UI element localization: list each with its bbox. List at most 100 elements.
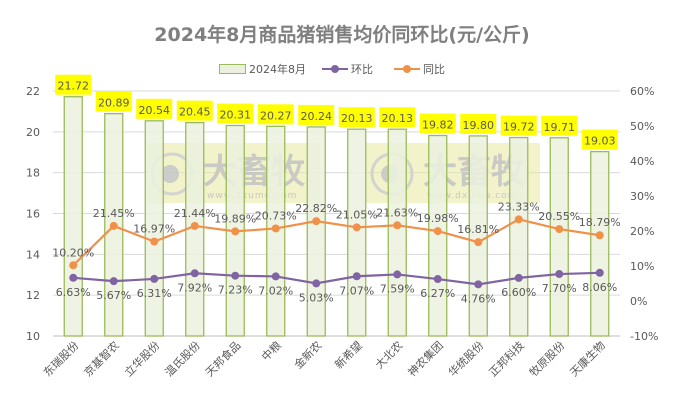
left-axis-tick: 10	[26, 330, 40, 343]
bar-label-bg	[379, 107, 416, 128]
left-axis-tick: 20	[26, 126, 40, 139]
mom-point	[474, 280, 483, 289]
yoy-value-label: 10.20%	[52, 246, 94, 259]
bar-value-label: 20.89	[98, 97, 130, 110]
yoy-value-label: 20.55%	[538, 210, 580, 223]
bar-label-bg	[95, 91, 132, 112]
bar	[63, 96, 83, 337]
right-axis-tick: 60%	[630, 85, 654, 98]
mom-point	[109, 277, 118, 286]
bar-label-bg	[460, 113, 497, 134]
category-label: 天康生物	[567, 338, 608, 379]
mom-value-label: 7.02%	[258, 284, 293, 297]
yoy-value-label: 19.98%	[417, 212, 459, 225]
category-label: 华统股份	[445, 338, 486, 379]
right-axis-tick: 50%	[630, 120, 654, 133]
yoy-point	[433, 227, 442, 236]
line-marker-icon-purple	[322, 65, 348, 73]
bar-label-bg	[176, 100, 213, 121]
watermark-logo-icon	[161, 165, 179, 183]
left-axis-tick: 12	[26, 289, 40, 302]
mom-value-label: 6.60%	[501, 286, 536, 299]
yoy-value-label: 21.63%	[376, 206, 418, 219]
mom-value-label: 6.27%	[420, 287, 455, 300]
bar	[347, 128, 367, 337]
bar-label-bg	[257, 104, 294, 125]
category-label: 神农集团	[405, 338, 446, 379]
yoy-point	[231, 227, 240, 236]
left-axis-tick: 18	[26, 167, 40, 180]
mom-point	[271, 272, 280, 281]
yoy-point	[150, 237, 159, 246]
category-label: 天邦食品	[202, 338, 243, 379]
watermark-text: 大畜牧	[203, 152, 306, 192]
bar-label-bg	[55, 74, 92, 95]
mom-point	[190, 269, 199, 278]
bar-label-bg	[298, 104, 335, 125]
mom-value-label: 6.63%	[56, 286, 91, 299]
watermark-url: www.dxumu.com	[207, 191, 297, 201]
left-axis-tick: 16	[26, 208, 40, 221]
bar-value-label: 19.80	[463, 119, 495, 132]
mom-point	[514, 273, 523, 282]
bar-value-label: 21.72	[58, 80, 90, 93]
category-label: 大北农	[372, 338, 405, 371]
legend-label-yoy: 同比	[423, 63, 445, 76]
left-axis-tick: 14	[26, 248, 40, 261]
mom-point	[231, 271, 240, 280]
bar-label-bg	[136, 98, 173, 119]
bar-value-label: 19.82	[422, 119, 454, 132]
yoy-point	[514, 215, 523, 224]
category-label: 牧原股份	[526, 338, 567, 379]
mom-point	[150, 274, 159, 283]
mom-value-label: 7.70%	[542, 282, 577, 295]
yoy-point	[271, 224, 280, 233]
bar-label-bg	[500, 115, 537, 136]
bar	[549, 137, 569, 337]
bar	[509, 136, 529, 337]
category-label: 金新农	[291, 338, 324, 371]
yoy-value-label: 19.89%	[214, 212, 256, 225]
bar-label-bg	[217, 103, 254, 124]
mom-point	[433, 275, 442, 284]
yoy-value-label: 21.45%	[93, 207, 135, 220]
yoy-point	[595, 231, 604, 240]
mom-point	[595, 268, 604, 277]
mom-value-label: 4.76%	[461, 292, 496, 305]
legend: 2024年8月 环比 同比	[0, 61, 684, 77]
mom-point	[352, 272, 361, 281]
category-label: 中粮	[258, 338, 283, 363]
bar	[428, 134, 448, 337]
category-label: 立华股份	[121, 338, 162, 379]
yoy-point	[109, 221, 118, 230]
right-axis-tick: -10%	[630, 330, 658, 343]
mom-point	[555, 270, 564, 279]
bar-value-label: 20.31	[220, 109, 252, 122]
mom-point	[393, 270, 402, 279]
mom-value-label: 8.06%	[582, 281, 617, 294]
mom-line	[73, 271, 600, 286]
category-label: 温氏股份	[163, 339, 203, 379]
yoy-point	[190, 221, 199, 230]
yoy-value-label: 20.73%	[255, 209, 297, 222]
yoy-value-label: 21.44%	[174, 207, 216, 220]
yoy-value-label: 16.97%	[133, 223, 175, 236]
yoy-point	[393, 221, 402, 230]
category-label: 京基智农	[81, 338, 122, 379]
mom-value-label: 7.23%	[218, 284, 253, 297]
bar-swatch-icon	[219, 64, 246, 74]
yoy-point	[474, 238, 483, 247]
right-axis-tick: 0%	[630, 295, 647, 308]
right-axis-tick: 40%	[630, 155, 654, 168]
bar-value-label: 20.27	[260, 109, 292, 122]
mom-value-label: 5.03%	[299, 291, 334, 304]
legend-label-bar: 2024年8月	[249, 63, 306, 76]
mom-value-label: 7.59%	[380, 282, 415, 295]
category-label: 东瑞股份	[40, 338, 81, 379]
bar-label-bg	[338, 107, 375, 128]
legend-item-bar: 2024年8月	[219, 61, 306, 77]
yoy-value-label: 18.79%	[579, 216, 621, 229]
yoy-point	[69, 261, 78, 270]
